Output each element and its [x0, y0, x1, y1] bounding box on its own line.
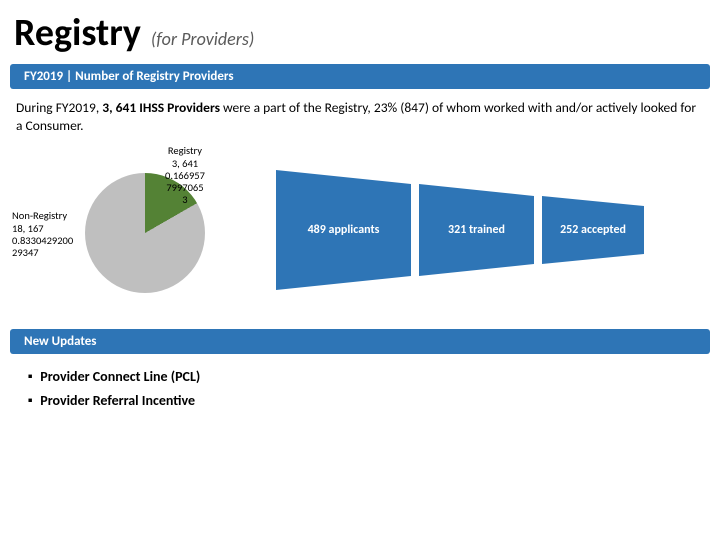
- chart-row: Registry 3, 641 0.166957 7997065 3 Non-R…: [0, 141, 720, 325]
- update-text-2: Provider Referral Incentive: [40, 392, 195, 411]
- funnel-segment-1: 489 applicants: [276, 170, 411, 290]
- funnel-label-1: 489 applicants: [308, 223, 380, 237]
- section-header-2: New Updates: [10, 329, 710, 354]
- body-p1: During FY2019,: [16, 99, 102, 116]
- funnel-segment-3: 252 accepted: [542, 196, 644, 264]
- updates-list: ▪ Provider Connect Line (PCL) ▪ Provider…: [0, 358, 720, 424]
- bullet-icon: ▪: [28, 392, 32, 411]
- pie-label-registry: Registry 3, 641 0.166957 7997065 3: [165, 145, 205, 205]
- list-item: ▪ Provider Referral Incentive: [28, 392, 692, 411]
- funnel-label-3: 252 accepted: [560, 223, 626, 237]
- funnel-segment-2: 321 trained: [419, 184, 534, 276]
- bullet-icon: ▪: [28, 368, 32, 387]
- pie-label-nonregistry: Non-Registry 18, 167 0.8330429200 29347: [12, 210, 73, 258]
- page-subtitle: (for Providers): [151, 28, 254, 50]
- page-title-wrap: Registry (for Providers): [0, 0, 720, 60]
- page-title: Registry: [14, 10, 141, 56]
- list-item: ▪ Provider Connect Line (PCL): [28, 368, 692, 387]
- section-header-1: FY2019 | Number of Registry Providers: [10, 64, 710, 89]
- body-paragraph: During FY2019, 3, 641 IHSS Providers wer…: [0, 93, 720, 141]
- funnel-label-2: 321 trained: [448, 223, 505, 237]
- update-text-1: Provider Connect Line (PCL): [40, 368, 200, 387]
- funnel-chart: 489 applicants 321 trained 252 accepted: [276, 170, 710, 290]
- body-bold: 3, 641 IHSS Providers: [102, 99, 220, 116]
- pie-chart: Registry 3, 641 0.166957 7997065 3 Non-R…: [10, 145, 270, 315]
